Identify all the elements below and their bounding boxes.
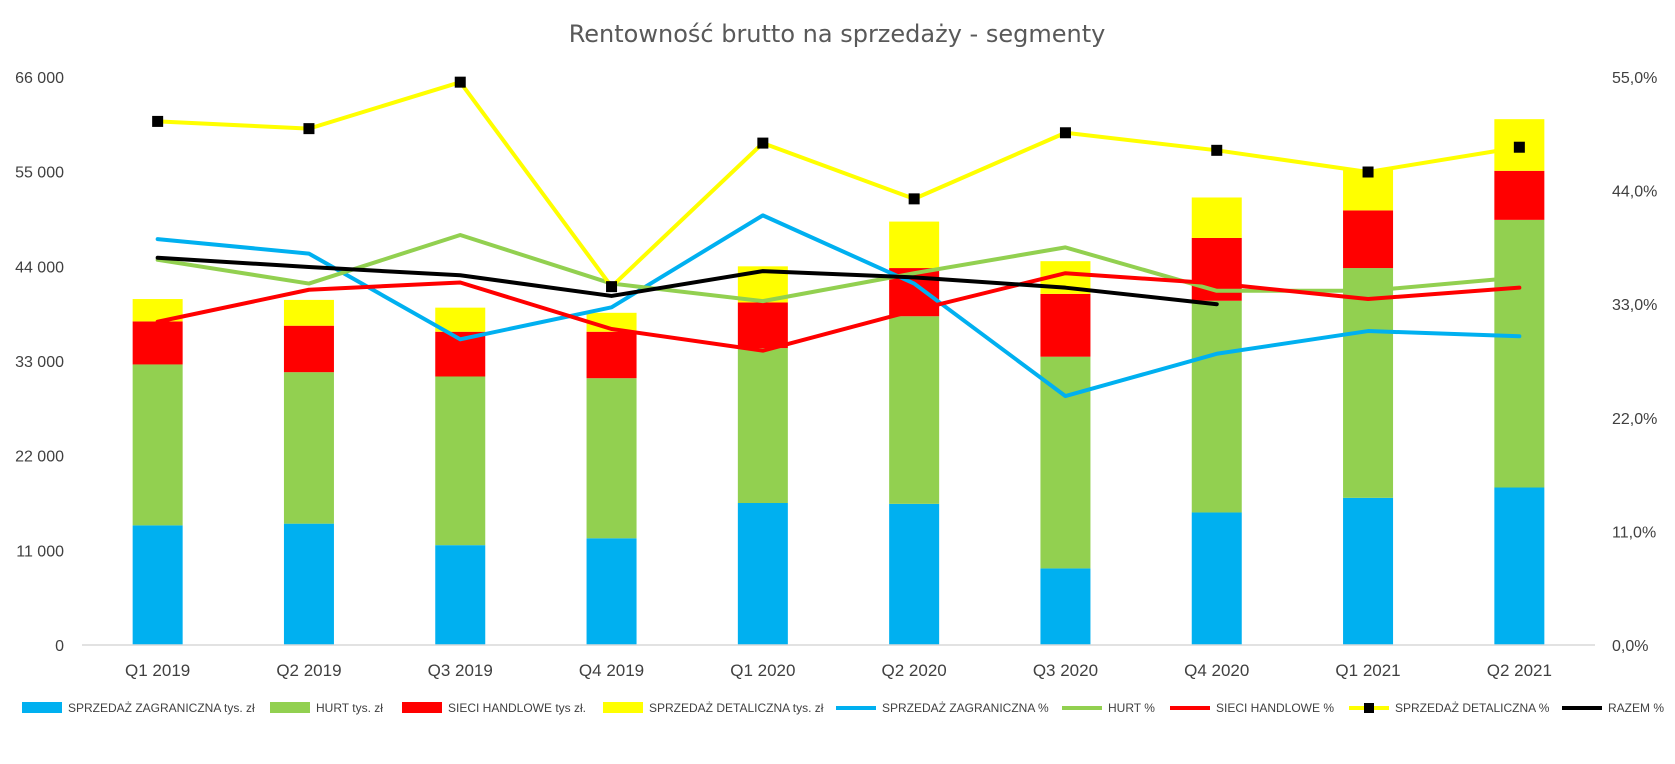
left-tick-label: 0 <box>55 638 64 655</box>
legend-swatch <box>603 702 643 713</box>
legend-swatch <box>270 702 310 713</box>
bar-segment-0 <box>283 523 334 645</box>
line-series-3 <box>155 80 1522 289</box>
right-axis: 0,0% 11,0% 22,0% 33,0% 44,0% 55,0% <box>1612 70 1657 655</box>
legend-swatch <box>402 702 442 713</box>
bar-segment-2 <box>586 331 637 379</box>
line-series-0 <box>155 213 1522 399</box>
line-marker-3 <box>757 137 769 149</box>
bar-segment-1 <box>737 348 788 503</box>
left-tick-label: 55 000 <box>15 165 64 182</box>
bar-segment-1 <box>1040 356 1091 569</box>
left-axis: 0 11 000 22 000 33 000 44 000 55 000 66 000 <box>15 70 64 655</box>
line-marker-3 <box>152 115 164 127</box>
legend-marker <box>1364 703 1374 713</box>
category-labels: Q1 2019 Q2 2019 Q3 2019 Q4 2019 Q1 2020 Q2 20… <box>125 661 1552 680</box>
bar-segment-0 <box>737 503 788 645</box>
bar-segment-1 <box>1494 219 1545 488</box>
category-label: Q2 2020 <box>882 661 947 680</box>
lines <box>152 76 1525 399</box>
right-tick-label: 22,0% <box>1612 411 1657 428</box>
left-tick-label: 44 000 <box>15 259 64 276</box>
bar-segment-0 <box>1040 568 1091 645</box>
left-tick-label: 33 000 <box>15 354 64 371</box>
bar-segment-1 <box>132 364 183 526</box>
bar-segment-0 <box>889 503 940 645</box>
legend-label: SPRZEDAŻ DETALICZNA % <box>1395 701 1550 715</box>
right-tick-label: 33,0% <box>1612 297 1657 314</box>
legend-label: SIECI HANDLOWE tys zł. <box>448 701 586 715</box>
line-marker-3 <box>1059 127 1071 139</box>
bars <box>132 119 1545 645</box>
legend-label: HURT tys. zł <box>316 701 383 715</box>
line-marker-3 <box>1513 141 1525 153</box>
left-tick-label: 22 000 <box>15 449 64 466</box>
right-tick-label: 55,0% <box>1612 70 1657 87</box>
bar-segment-2 <box>1040 293 1091 357</box>
bar-segment-2 <box>283 325 334 373</box>
bar-segment-0 <box>1191 512 1242 645</box>
line-marker-3 <box>606 281 618 293</box>
legend: SPRZEDAŻ ZAGRANICZNA tys. zł HURT tys. zł… <box>22 701 1664 715</box>
bar-segment-3 <box>132 299 183 322</box>
legend-label: SPRZEDAŻ DETALICZNA tys. zł <box>649 701 824 715</box>
category-label: Q1 2019 <box>125 661 190 680</box>
bar-segment-2 <box>737 302 788 349</box>
bar-segment-2 <box>132 321 183 365</box>
line-marker-3 <box>1362 166 1374 178</box>
right-tick-label: 0,0% <box>1612 638 1648 655</box>
chart-title: Rentowność brutto na sprzedaży - segment… <box>569 20 1106 48</box>
bar-segment-1 <box>435 376 486 546</box>
line-marker-3 <box>1211 144 1223 156</box>
line-marker-3 <box>303 123 315 135</box>
right-tick-label: 11,0% <box>1612 524 1656 541</box>
category-label: Q3 2020 <box>1033 661 1098 680</box>
legend-swatch <box>22 702 62 713</box>
category-label: Q4 2019 <box>579 661 644 680</box>
category-label: Q1 2020 <box>730 661 795 680</box>
bar-segment-2 <box>1494 170 1545 220</box>
bar-segment-1 <box>283 372 334 524</box>
bar-segment-3 <box>1191 197 1242 238</box>
legend-label: HURT % <box>1108 701 1155 715</box>
category-label: Q1 2021 <box>1335 661 1400 680</box>
line-series-4 <box>155 255 1219 307</box>
left-tick-label: 66 000 <box>15 70 64 87</box>
category-label: Q2 2019 <box>276 661 341 680</box>
right-tick-label: 44,0% <box>1612 184 1657 201</box>
category-label: Q2 2021 <box>1487 661 1552 680</box>
bar-segment-1 <box>586 378 637 539</box>
bar-segment-1 <box>889 316 940 504</box>
legend-label: RAZEM % <box>1608 701 1664 715</box>
bar-segment-3 <box>283 299 334 326</box>
legend-label: SPRZEDAŻ ZAGRANICZNA % <box>882 701 1049 715</box>
bar-segment-0 <box>1494 487 1545 645</box>
legend-label: SPRZEDAŻ ZAGRANICZNA tys. zł <box>68 701 255 715</box>
line-marker-3 <box>908 193 920 205</box>
bar-segment-1 <box>1343 268 1394 498</box>
left-tick-label: 11 000 <box>16 543 64 560</box>
bar-segment-0 <box>1343 497 1394 645</box>
bar-segment-0 <box>132 525 183 645</box>
bar-segment-0 <box>586 538 637 645</box>
line-series-2 <box>155 271 1522 353</box>
bar-segment-3 <box>889 221 940 269</box>
line-marker-3 <box>454 76 466 88</box>
category-label: Q3 2019 <box>428 661 493 680</box>
bar-segment-0 <box>435 545 486 645</box>
bar-segment-2 <box>1343 210 1394 269</box>
legend-label: SIECI HANDLOWE % <box>1216 701 1334 715</box>
category-label: Q4 2020 <box>1184 661 1249 680</box>
bar-segment-1 <box>1191 300 1242 513</box>
